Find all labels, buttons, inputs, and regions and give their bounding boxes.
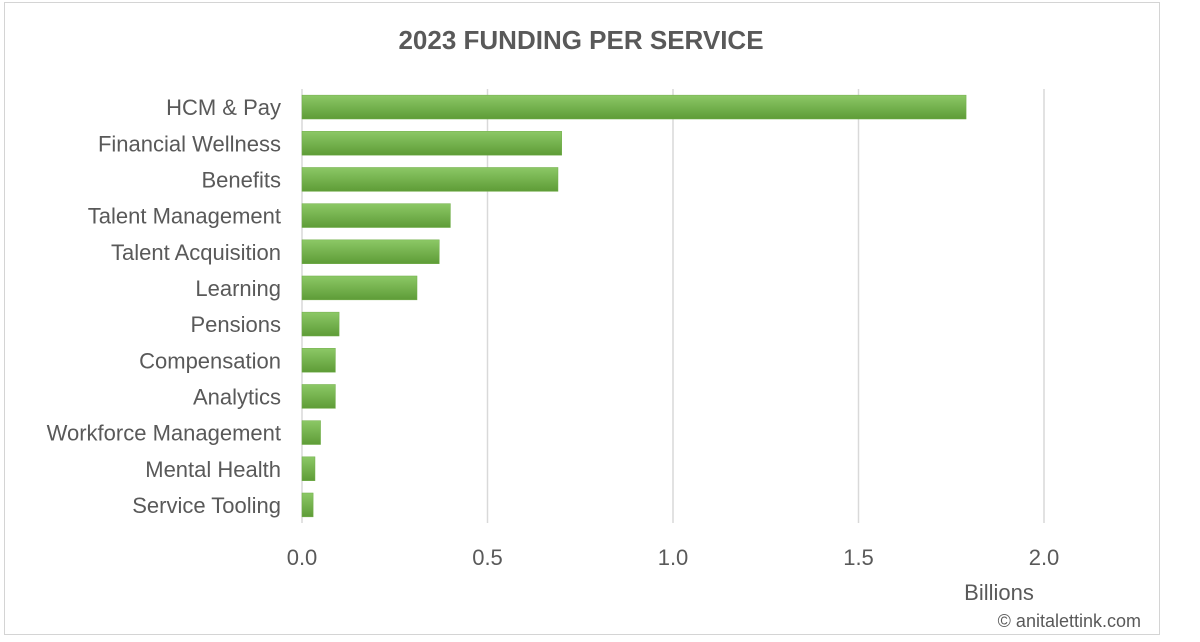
bar [301,203,451,228]
chart-frame: 2023 FUNDING PER SERVICE HCM & Pay Financ… [4,2,1160,635]
x-tick-label: 2.0 [1029,545,1060,570]
gridlines [301,89,1045,523]
category-label: Mental Health [145,457,281,482]
category-label: Pensions [190,312,281,337]
bar [301,167,559,192]
bar [301,94,967,120]
category-label: Service Tooling [132,493,281,518]
category-label: Compensation [139,348,281,373]
bar [301,239,440,264]
credit-text: © anitalettink.com [998,611,1141,631]
category-labels: HCM & Pay Financial Wellness Benefits Talen… [47,95,281,518]
bar [301,492,314,518]
category-label: HCM & Pay [166,95,281,120]
bar [301,456,316,481]
bar [301,311,340,337]
bars [301,94,967,518]
category-label: Talent Acquisition [111,240,281,265]
bar [301,420,321,445]
category-label: Analytics [193,384,281,409]
x-tick-label: 0.0 [287,545,318,570]
x-tick-label: 0.5 [472,545,503,570]
bar [301,275,418,301]
x-tick-label: 1.0 [658,545,689,570]
bar [301,131,562,156]
category-label: Benefits [202,167,282,192]
bar [301,384,336,409]
category-label: Workforce Management [47,421,281,446]
chart-svg: 2023 FUNDING PER SERVICE HCM & Pay Financ… [47,25,1141,631]
category-label: Talent Management [88,204,281,229]
bar [301,348,336,373]
category-label: Learning [195,276,281,301]
x-axis-unit: Billions [964,580,1034,605]
x-tick-labels: 0.0 0.5 1.0 1.5 2.0 [287,545,1060,570]
chart-title: 2023 FUNDING PER SERVICE [398,25,763,55]
x-tick-label: 1.5 [843,545,874,570]
category-label: Financial Wellness [98,131,281,156]
